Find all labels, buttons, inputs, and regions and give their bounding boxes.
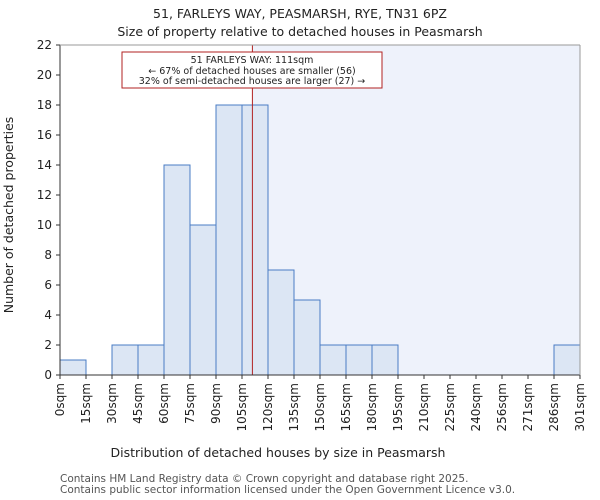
- x-tick-label: 15sqm: [79, 383, 93, 424]
- bar-150sqm: [319, 344, 347, 376]
- x-tick-label: 165sqm: [339, 383, 353, 431]
- x-tick-label: 225sqm: [443, 383, 457, 431]
- x-tick-label: 271sqm: [521, 383, 535, 431]
- annotation-larger: 32% of semi-detached houses are larger (…: [139, 76, 366, 87]
- annotation-smaller: ← 67% of detached houses are smaller (56…: [148, 66, 355, 77]
- bar-60sqm: [163, 164, 191, 376]
- x-tick-label: 180sqm: [365, 383, 379, 431]
- bar-90sqm: [215, 104, 243, 376]
- y-tick-label: 8: [44, 248, 52, 262]
- y-tick-label: 20: [37, 68, 52, 82]
- y-axis-label: Number of detached properties: [1, 117, 16, 314]
- x-tick-label: 210sqm: [417, 383, 431, 431]
- chart-subtitle: Size of property relative to detached ho…: [117, 24, 482, 39]
- x-tick-label: 301sqm: [573, 383, 587, 431]
- bar-180sqm: [371, 344, 399, 376]
- bar-105sqm: [241, 104, 269, 376]
- y-tick-label: 16: [37, 128, 52, 142]
- x-tick-label: 45sqm: [131, 383, 145, 424]
- bar-45sqm: [137, 344, 165, 376]
- bar-165sqm: [345, 344, 373, 376]
- x-tick-label: 240sqm: [469, 383, 483, 431]
- footer-copyright: Contains HM Land Registry data © Crown c…: [60, 473, 469, 485]
- x-tick-label: 286sqm: [547, 383, 561, 431]
- y-tick-label: 12: [37, 188, 52, 202]
- x-tick-label: 195sqm: [391, 383, 405, 431]
- footer-licence: Contains public sector information licen…: [60, 484, 516, 496]
- x-tick-label: 150sqm: [313, 383, 327, 431]
- annotation-title: 51 FARLEYS WAY: 111sqm: [191, 55, 314, 66]
- x-axis-label: Distribution of detached houses by size …: [111, 445, 446, 460]
- bar-0sqm: [59, 359, 87, 376]
- x-tick-label: 0sqm: [53, 383, 67, 416]
- chart-title: 51, FARLEYS WAY, PEASMARSH, RYE, TN31 6P…: [153, 6, 447, 21]
- y-tick-label: 4: [44, 308, 52, 322]
- y-tick-label: 14: [37, 158, 52, 172]
- bar-75sqm: [189, 224, 217, 376]
- y-tick-label: 6: [44, 278, 52, 292]
- y-tick-label: 0: [44, 368, 52, 382]
- annotation-box: [121, 51, 383, 89]
- y-tick-label: 22: [37, 38, 52, 52]
- bar-30sqm: [111, 344, 139, 376]
- x-tick-label: 120sqm: [261, 383, 275, 431]
- x-tick-label: 105sqm: [235, 383, 249, 431]
- x-tick-label: 30sqm: [105, 383, 119, 424]
- y-tick-label: 2: [44, 338, 52, 352]
- y-tick-label: 10: [37, 218, 52, 232]
- bar-120sqm: [267, 269, 295, 376]
- bar-135sqm: [293, 299, 321, 376]
- x-tick-label: 256sqm: [495, 383, 509, 431]
- y-tick-label: 18: [37, 98, 52, 112]
- x-tick-label: 75sqm: [183, 383, 197, 424]
- x-tick-label: 90sqm: [209, 383, 223, 424]
- x-tick-label: 60sqm: [157, 383, 171, 424]
- x-tick-label: 135sqm: [287, 383, 301, 431]
- bar-286sqm: [553, 344, 581, 376]
